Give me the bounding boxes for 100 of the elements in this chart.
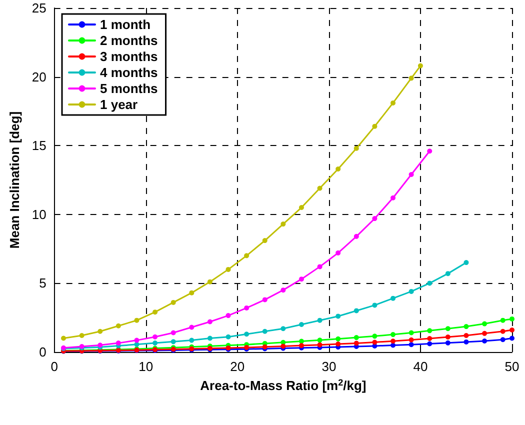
point bbox=[189, 290, 194, 296]
point bbox=[280, 326, 286, 332]
point bbox=[207, 279, 212, 284]
x-tick-label: 0 bbox=[50, 359, 58, 374]
point bbox=[390, 332, 396, 338]
point bbox=[134, 318, 140, 323]
x-tick-label: 30 bbox=[322, 359, 336, 374]
point bbox=[464, 260, 469, 266]
point bbox=[408, 337, 414, 342]
point bbox=[152, 340, 158, 346]
legend-label: 4 months bbox=[100, 65, 158, 80]
point bbox=[510, 327, 514, 332]
point bbox=[207, 336, 212, 341]
point bbox=[445, 334, 450, 340]
point bbox=[317, 186, 322, 191]
y-tick-label: 25 bbox=[32, 0, 46, 16]
point bbox=[408, 172, 414, 177]
point bbox=[134, 338, 140, 343]
point bbox=[280, 222, 286, 227]
point bbox=[408, 288, 414, 294]
point bbox=[510, 316, 514, 322]
point bbox=[464, 339, 469, 344]
point bbox=[418, 63, 423, 68]
point bbox=[170, 300, 176, 305]
point bbox=[226, 313, 231, 318]
x-tick-label: 50 bbox=[504, 359, 520, 374]
point bbox=[189, 338, 194, 343]
point bbox=[262, 328, 268, 334]
point bbox=[354, 146, 359, 151]
point bbox=[317, 338, 322, 343]
point bbox=[79, 332, 84, 338]
point bbox=[61, 336, 66, 341]
point bbox=[336, 336, 341, 342]
point bbox=[445, 326, 450, 332]
point bbox=[207, 319, 212, 324]
point bbox=[372, 216, 378, 222]
point bbox=[317, 264, 322, 270]
point bbox=[226, 334, 231, 340]
point bbox=[98, 328, 103, 334]
point bbox=[390, 296, 396, 301]
point bbox=[408, 342, 414, 348]
point bbox=[336, 250, 341, 256]
point bbox=[298, 338, 304, 344]
y-tick-label: 0 bbox=[39, 344, 46, 360]
point bbox=[482, 321, 488, 326]
point bbox=[116, 323, 121, 328]
point bbox=[427, 280, 432, 286]
point bbox=[390, 342, 396, 348]
point bbox=[427, 341, 432, 346]
point bbox=[244, 253, 250, 258]
point bbox=[427, 336, 432, 342]
point bbox=[445, 271, 450, 276]
point bbox=[500, 328, 506, 334]
point bbox=[244, 332, 250, 337]
point bbox=[408, 76, 414, 81]
point bbox=[298, 276, 304, 282]
point bbox=[152, 334, 158, 340]
y-tick-label: 5 bbox=[39, 276, 46, 291]
point bbox=[262, 297, 268, 302]
point bbox=[354, 340, 359, 346]
point bbox=[464, 332, 469, 338]
point bbox=[510, 336, 514, 341]
legend-label: 1 year bbox=[100, 97, 138, 112]
point bbox=[170, 330, 176, 336]
point bbox=[317, 318, 322, 323]
point bbox=[482, 338, 488, 344]
point bbox=[170, 339, 176, 344]
legend-label: 3 months bbox=[100, 49, 158, 64]
point bbox=[336, 314, 341, 319]
point bbox=[226, 266, 231, 272]
point bbox=[372, 340, 378, 345]
point bbox=[372, 334, 378, 339]
point bbox=[390, 100, 396, 106]
point bbox=[298, 205, 304, 210]
point bbox=[336, 342, 341, 347]
point bbox=[116, 340, 121, 346]
point bbox=[298, 322, 304, 327]
x-tick-label: 20 bbox=[230, 359, 245, 374]
legend-label: 2 months bbox=[100, 33, 158, 48]
point bbox=[262, 238, 268, 244]
point bbox=[134, 342, 140, 347]
point bbox=[336, 166, 341, 172]
point bbox=[500, 318, 506, 323]
point bbox=[445, 340, 450, 346]
point bbox=[427, 148, 432, 154]
point bbox=[244, 305, 250, 310]
point bbox=[427, 328, 432, 334]
point bbox=[408, 330, 414, 336]
point bbox=[372, 124, 378, 129]
point bbox=[152, 310, 158, 315]
x-tick-label: 40 bbox=[413, 359, 428, 374]
point bbox=[372, 302, 378, 308]
y-tick-label: 15 bbox=[32, 138, 46, 154]
y-tick-label: 20 bbox=[32, 69, 46, 84]
y-tick-label: 10 bbox=[32, 206, 46, 222]
point bbox=[354, 335, 359, 340]
point bbox=[500, 337, 506, 342]
point bbox=[317, 342, 322, 348]
point bbox=[482, 330, 488, 336]
point bbox=[354, 308, 359, 314]
